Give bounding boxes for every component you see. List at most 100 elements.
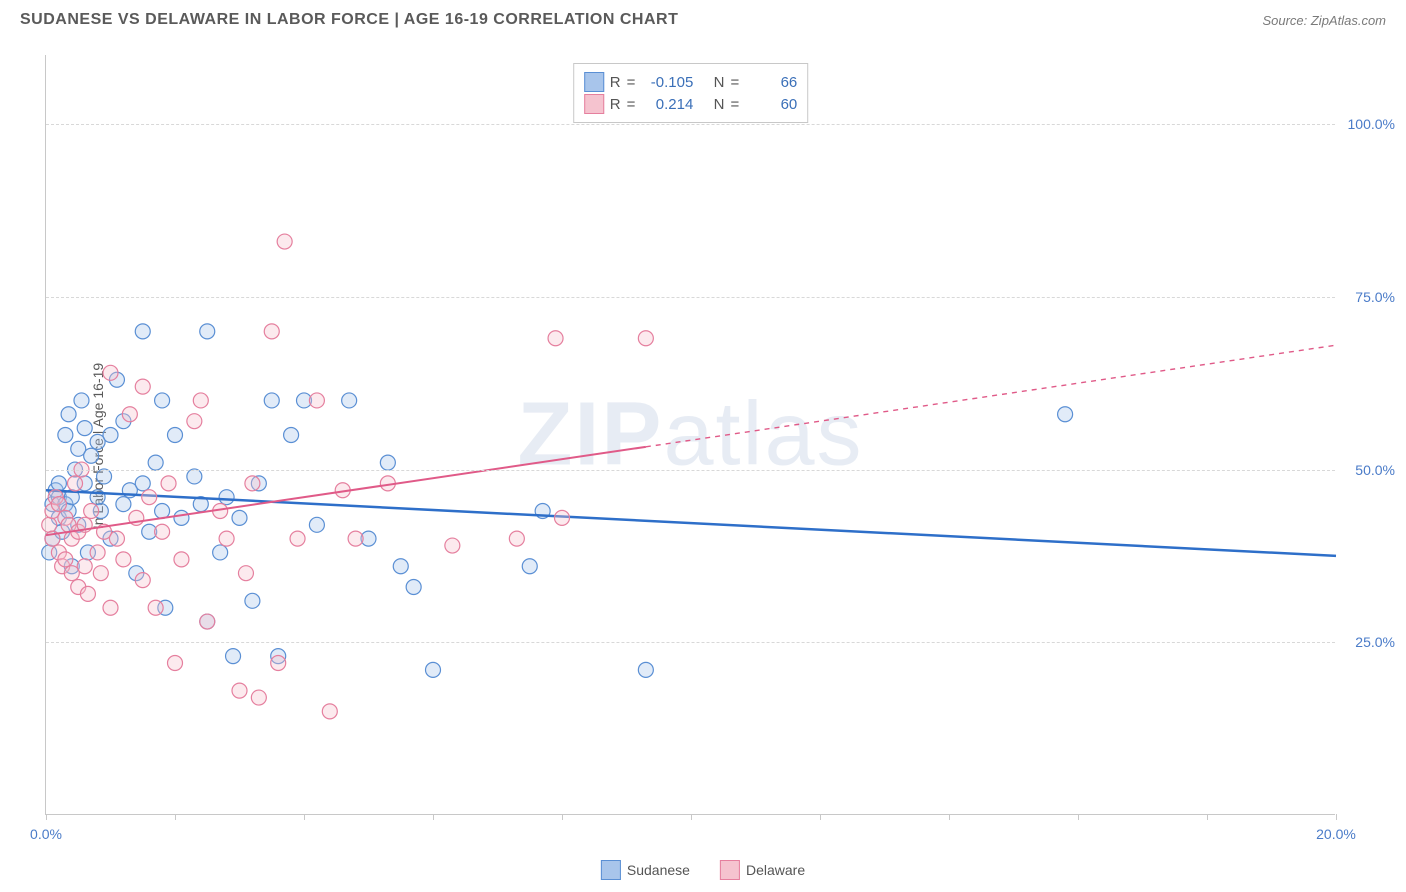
scatter-point-sudanese [155, 393, 170, 408]
xtick-mark [1207, 814, 1208, 820]
scatter-point-delaware [116, 552, 131, 567]
scatter-point-delaware [93, 566, 108, 581]
bottom-legend-label-delaware: Delaware [746, 862, 805, 878]
scatter-point-delaware [445, 538, 460, 553]
scatter-point-sudanese [135, 324, 150, 339]
scatter-point-sudanese [342, 393, 357, 408]
scatter-point-sudanese [219, 490, 234, 505]
scatter-point-delaware [309, 393, 324, 408]
scatter-point-sudanese [77, 421, 92, 436]
scatter-point-delaware [232, 683, 247, 698]
scatter-point-delaware [200, 614, 215, 629]
ytick-label: 100.0% [1348, 116, 1395, 132]
scatter-point-sudanese [116, 497, 131, 512]
scatter-point-sudanese [168, 428, 183, 443]
legend-stats-row-sudanese: R = -0.105 N = 66 [584, 72, 798, 92]
gridline-h [46, 470, 1335, 471]
scatter-point-sudanese [74, 393, 89, 408]
scatter-point-delaware [251, 690, 266, 705]
scatter-point-sudanese [174, 510, 189, 525]
xtick-mark [304, 814, 305, 820]
bottom-legend-item-sudanese: Sudanese [601, 860, 690, 880]
gridline-h [46, 642, 1335, 643]
scatter-point-delaware [77, 559, 92, 574]
ytick-label: 75.0% [1355, 289, 1395, 305]
equals-label: = [627, 74, 636, 91]
scatter-point-delaware [290, 531, 305, 546]
scatter-point-delaware [42, 517, 57, 532]
scatter-point-delaware [80, 586, 95, 601]
bottom-swatch-sudanese [601, 860, 621, 880]
scatter-point-delaware [187, 414, 202, 429]
xtick-label: 20.0% [1316, 826, 1356, 842]
xtick-mark [691, 814, 692, 820]
scatter-point-delaware [348, 531, 363, 546]
bottom-legend: Sudanese Delaware [601, 860, 805, 880]
xtick-mark [175, 814, 176, 820]
scatter-point-delaware [51, 497, 66, 512]
scatter-point-delaware [148, 600, 163, 615]
title-bar: SUDANESE VS DELAWARE IN LABOR FORCE | AG… [0, 0, 1406, 40]
scatter-point-delaware [277, 234, 292, 249]
scatter-point-sudanese [393, 559, 408, 574]
equals-label-2: = [731, 74, 740, 91]
scatter-point-delaware [264, 324, 279, 339]
ytick-label: 50.0% [1355, 462, 1395, 478]
scatter-point-sudanese [84, 448, 99, 463]
stat-n-value-delaware: 60 [745, 96, 797, 113]
scatter-point-delaware [135, 379, 150, 394]
stat-r-value-sudanese: -0.105 [641, 74, 693, 91]
scatter-point-delaware [58, 552, 73, 567]
scatter-point-delaware [245, 476, 260, 491]
scatter-point-delaware [135, 573, 150, 588]
scatter-point-delaware [155, 524, 170, 539]
stat-r-label-2: R [610, 96, 621, 113]
scatter-point-delaware [322, 704, 337, 719]
scatter-point-sudanese [226, 649, 241, 664]
source-label: Source: ZipAtlas.com [1262, 13, 1386, 28]
trend-line-dashed-delaware [646, 345, 1336, 447]
scatter-point-delaware [168, 656, 183, 671]
bottom-swatch-delaware [720, 860, 740, 880]
ytick-label: 25.0% [1355, 634, 1395, 650]
chart-title: SUDANESE VS DELAWARE IN LABOR FORCE | AG… [20, 11, 678, 29]
scatter-point-delaware [219, 531, 234, 546]
gridline-h [46, 297, 1335, 298]
legend-swatch-sudanese [584, 72, 604, 92]
scatter-point-delaware [68, 476, 83, 491]
stat-n-label: N [714, 74, 725, 91]
chart-container: SUDANESE VS DELAWARE IN LABOR FORCE | AG… [0, 0, 1406, 892]
legend-stats-row-delaware: R = 0.214 N = 60 [584, 94, 798, 114]
scatter-point-sudanese [148, 455, 163, 470]
scatter-point-sudanese [97, 469, 112, 484]
scatter-point-delaware [509, 531, 524, 546]
scatter-point-sudanese [309, 517, 324, 532]
scatter-point-delaware [555, 510, 570, 525]
stat-r-value-delaware: 0.214 [641, 96, 693, 113]
scatter-point-sudanese [213, 545, 228, 560]
scatter-point-sudanese [58, 428, 73, 443]
scatter-point-delaware [271, 656, 286, 671]
scatter-point-sudanese [1058, 407, 1073, 422]
stat-n-value-sudanese: 66 [745, 74, 797, 91]
xtick-mark [949, 814, 950, 820]
scatter-point-sudanese [61, 407, 76, 422]
plot-area: ZIPatlas R = -0.105 N = 66 R = 0.214 N = [45, 55, 1335, 815]
scatter-point-delaware [238, 566, 253, 581]
scatter-point-delaware [193, 393, 208, 408]
xtick-label: 0.0% [30, 826, 62, 842]
scatter-point-sudanese [426, 662, 441, 677]
scatter-point-delaware [161, 476, 176, 491]
scatter-point-sudanese [51, 476, 66, 491]
equals-label-4: = [731, 96, 740, 113]
scatter-point-sudanese [638, 662, 653, 677]
bottom-legend-label-sudanese: Sudanese [627, 862, 690, 878]
xtick-mark [1078, 814, 1079, 820]
xtick-mark [46, 814, 47, 820]
scatter-point-delaware [90, 545, 105, 560]
equals-label-3: = [627, 96, 636, 113]
scatter-point-delaware [142, 490, 157, 505]
xtick-mark [820, 814, 821, 820]
scatter-point-sudanese [103, 428, 118, 443]
scatter-point-sudanese [406, 580, 421, 595]
